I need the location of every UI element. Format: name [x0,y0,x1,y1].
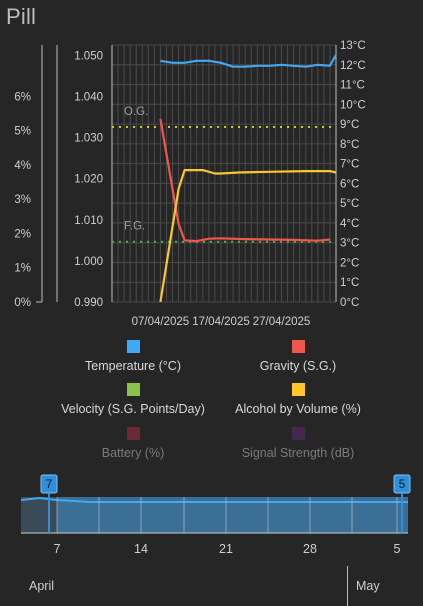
tick-label-abv: 3% [14,194,31,206]
legend-swatch-signal [291,427,305,440]
series-line [159,169,337,303]
month-label-may: May [356,579,380,593]
legend-item-abv[interactable]: Alcohol by Volume (%) [198,383,398,416]
tick-label-temperature: 9°C [340,119,359,131]
legend-label-abv: Alcohol by Volume (%) [235,402,361,416]
legend-swatch-battery [126,427,140,440]
tick-label-gravity: 1.010 [74,215,103,227]
tick-label-abv: 4% [14,160,31,172]
page-title: Pill [6,4,37,29]
tick-label-abv: 1% [14,263,31,275]
navigator-unselected [21,497,57,533]
chart[interactable]: 0% 1% 2% 3% 4% 5% 6% 0.990 1.000 1.010 1.020 1.030 1… [0,0,423,340]
tick-label-temperature: 12°C [340,60,366,72]
reference-line-label: F.G. [124,221,145,233]
legend-label-velocity: Velocity (S.G. Points/Day) [61,402,205,416]
tick-label-temperature: 2°C [340,257,359,269]
tick-label-temperature: 5°C [340,198,359,210]
tick-label-x: 07/04/2025 [132,316,190,328]
tick-label-temperature: 7°C [340,159,359,171]
tick-label-gravity: 1.050 [74,50,103,62]
series-line [160,54,337,68]
tick-label-temperature: 1°C [340,277,359,289]
tick-label-x: 27/04/2025 [253,316,311,328]
tick-label-temperature: 3°C [340,238,359,250]
tick-label-temperature: 8°C [340,139,359,151]
navigator-handle-end[interactable]: 5 [393,474,411,533]
tick-label-temperature: 11°C [340,80,365,92]
legend-swatch-velocity [126,383,140,396]
tick-label-gravity: 1.000 [74,256,103,268]
tick-label-gravity: 1.040 [74,91,103,103]
tick-label-gravity: 0.990 [74,297,103,309]
legend-item-signal[interactable]: Signal Strength (dB) [198,427,398,460]
navigator-tick-label: 28 [303,542,317,556]
series-line [159,118,331,243]
legend-label-temperature: Temperature (°C) [85,359,181,373]
navigator-tick-label: 21 [219,542,233,556]
month-label-april: April [29,579,55,593]
tick-label-temperature: 4°C [340,218,359,230]
tick-label-abv: 2% [14,228,31,240]
legend-swatch-abv [291,383,305,396]
legend-label-gravity: Gravity (S.G.) [259,359,337,373]
tick-label-temperature: 0°C [340,297,359,309]
navigator-tick-label: 5 [394,542,401,556]
tick-label-abv: 0% [14,297,31,309]
tick-label-abv: 6% [14,91,31,103]
navigator-tick-label: 14 [134,542,148,556]
tick-label-temperature: 10°C [340,99,366,111]
legend-item-gravity[interactable]: Gravity (S.G.) [198,340,398,373]
tick-label-abv: 5% [14,126,31,138]
navigator-handle-start-label: 7 [46,477,53,491]
legend-swatch-temperature [126,340,140,353]
tick-label-temperature: 13°C [340,40,366,52]
navigator-handle-end-label: 5 [399,477,406,491]
reference-line-label: O.G. [124,106,148,118]
tick-label-gravity: 1.020 [74,174,103,186]
legend-item-battery[interactable]: Battery (%) [33,427,233,460]
legend-label-battery: Battery (%) [101,446,165,460]
legend-swatch-gravity [291,340,305,353]
tick-label-x: 17/04/2025 [192,316,250,328]
navigator-tick-label: 7 [54,542,61,556]
legend-item-temperature[interactable]: Temperature (°C) [33,340,233,373]
tick-label-temperature: 6°C [340,178,359,190]
month-separator [347,566,348,606]
tick-label-gravity: 1.030 [74,133,103,145]
legend-label-signal: Signal Strength (dB) [241,446,355,460]
navigator-handle-start[interactable]: 7 [40,474,58,533]
range-navigator[interactable]: 7 5 7 14 21 28 5 [0,470,423,565]
legend-item-velocity[interactable]: Velocity (S.G. Points/Day) [33,383,233,416]
